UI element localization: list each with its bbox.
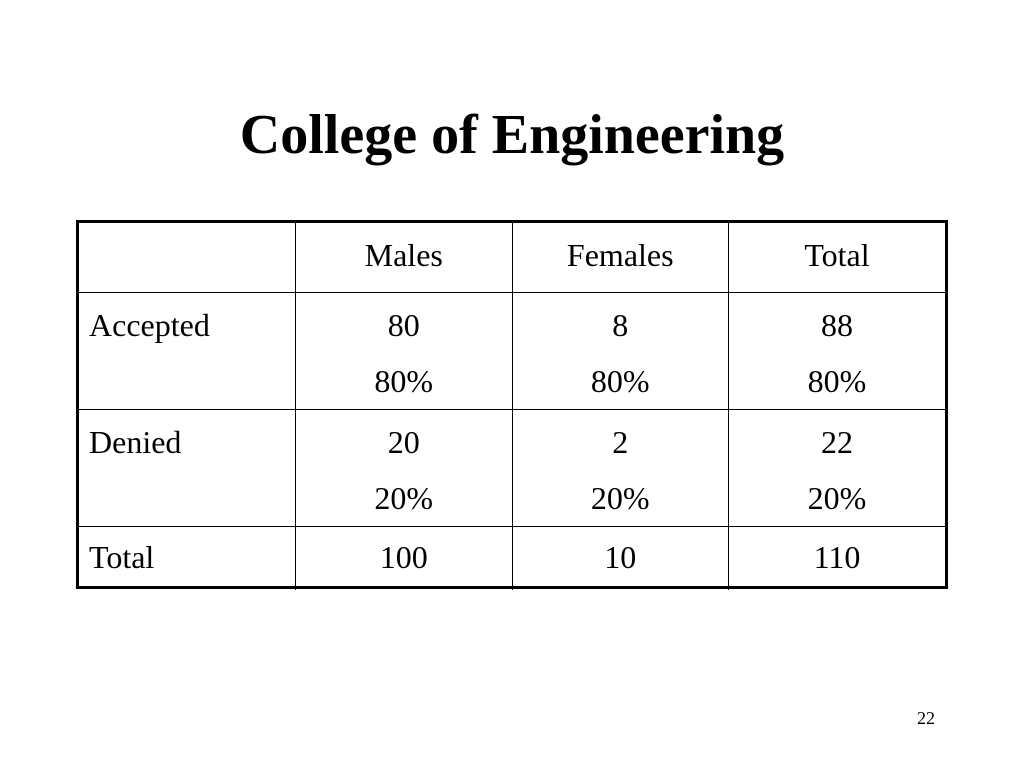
table-row-denied: Denied 20 20% 2 20% 22 20% xyxy=(79,408,945,527)
header-cell-females: Females xyxy=(511,223,729,293)
cell-count: 80 xyxy=(387,306,420,343)
page-number: 22 xyxy=(917,708,935,728)
cell-count: 100 xyxy=(379,538,428,575)
row-label-accepted: Accepted xyxy=(79,291,296,410)
cell-percent: 20% xyxy=(590,479,650,516)
row-label-denied: Denied xyxy=(79,408,296,527)
cell-total-total: 110 xyxy=(728,525,945,590)
cell-accepted-females: 8 80% xyxy=(511,291,729,410)
cell-count: 2 xyxy=(612,423,629,460)
cell-percent: 20% xyxy=(374,479,434,516)
cell-count: 8 xyxy=(612,306,629,343)
cell-count: 10 xyxy=(604,538,637,575)
header-cell-males: Males xyxy=(295,223,513,293)
table-row-total: Total 100 10 110 xyxy=(79,525,945,590)
table-row-accepted: Accepted 80 80% 8 80% 88 80% xyxy=(79,291,945,410)
table-header-row: Males Females Total xyxy=(79,223,945,293)
cell-count: 110 xyxy=(813,538,861,575)
header-cell-total: Total xyxy=(728,223,945,293)
slide-title: College of Engineering xyxy=(239,104,785,166)
cell-percent: 80% xyxy=(807,362,867,399)
cell-percent: 80% xyxy=(590,362,650,399)
header-cell-empty xyxy=(79,223,296,293)
cell-total-females: 10 xyxy=(511,525,729,590)
cell-denied-females: 2 20% xyxy=(511,408,729,527)
cell-accepted-males: 80 80% xyxy=(295,291,513,410)
cell-accepted-total: 88 80% xyxy=(728,291,945,410)
cell-count: 22 xyxy=(821,423,853,460)
cell-percent: 80% xyxy=(374,362,434,399)
row-label-total: Total xyxy=(79,525,296,590)
cell-denied-males: 20 20% xyxy=(295,408,513,527)
cell-percent: 20% xyxy=(807,479,867,516)
cell-total-males: 100 xyxy=(295,525,513,590)
cell-denied-total: 22 20% xyxy=(728,408,945,527)
cell-count: 88 xyxy=(821,306,853,343)
admissions-table: Males Females Total Accepted 80 80% 8 80… xyxy=(76,220,948,590)
cell-count: 20 xyxy=(387,423,420,460)
